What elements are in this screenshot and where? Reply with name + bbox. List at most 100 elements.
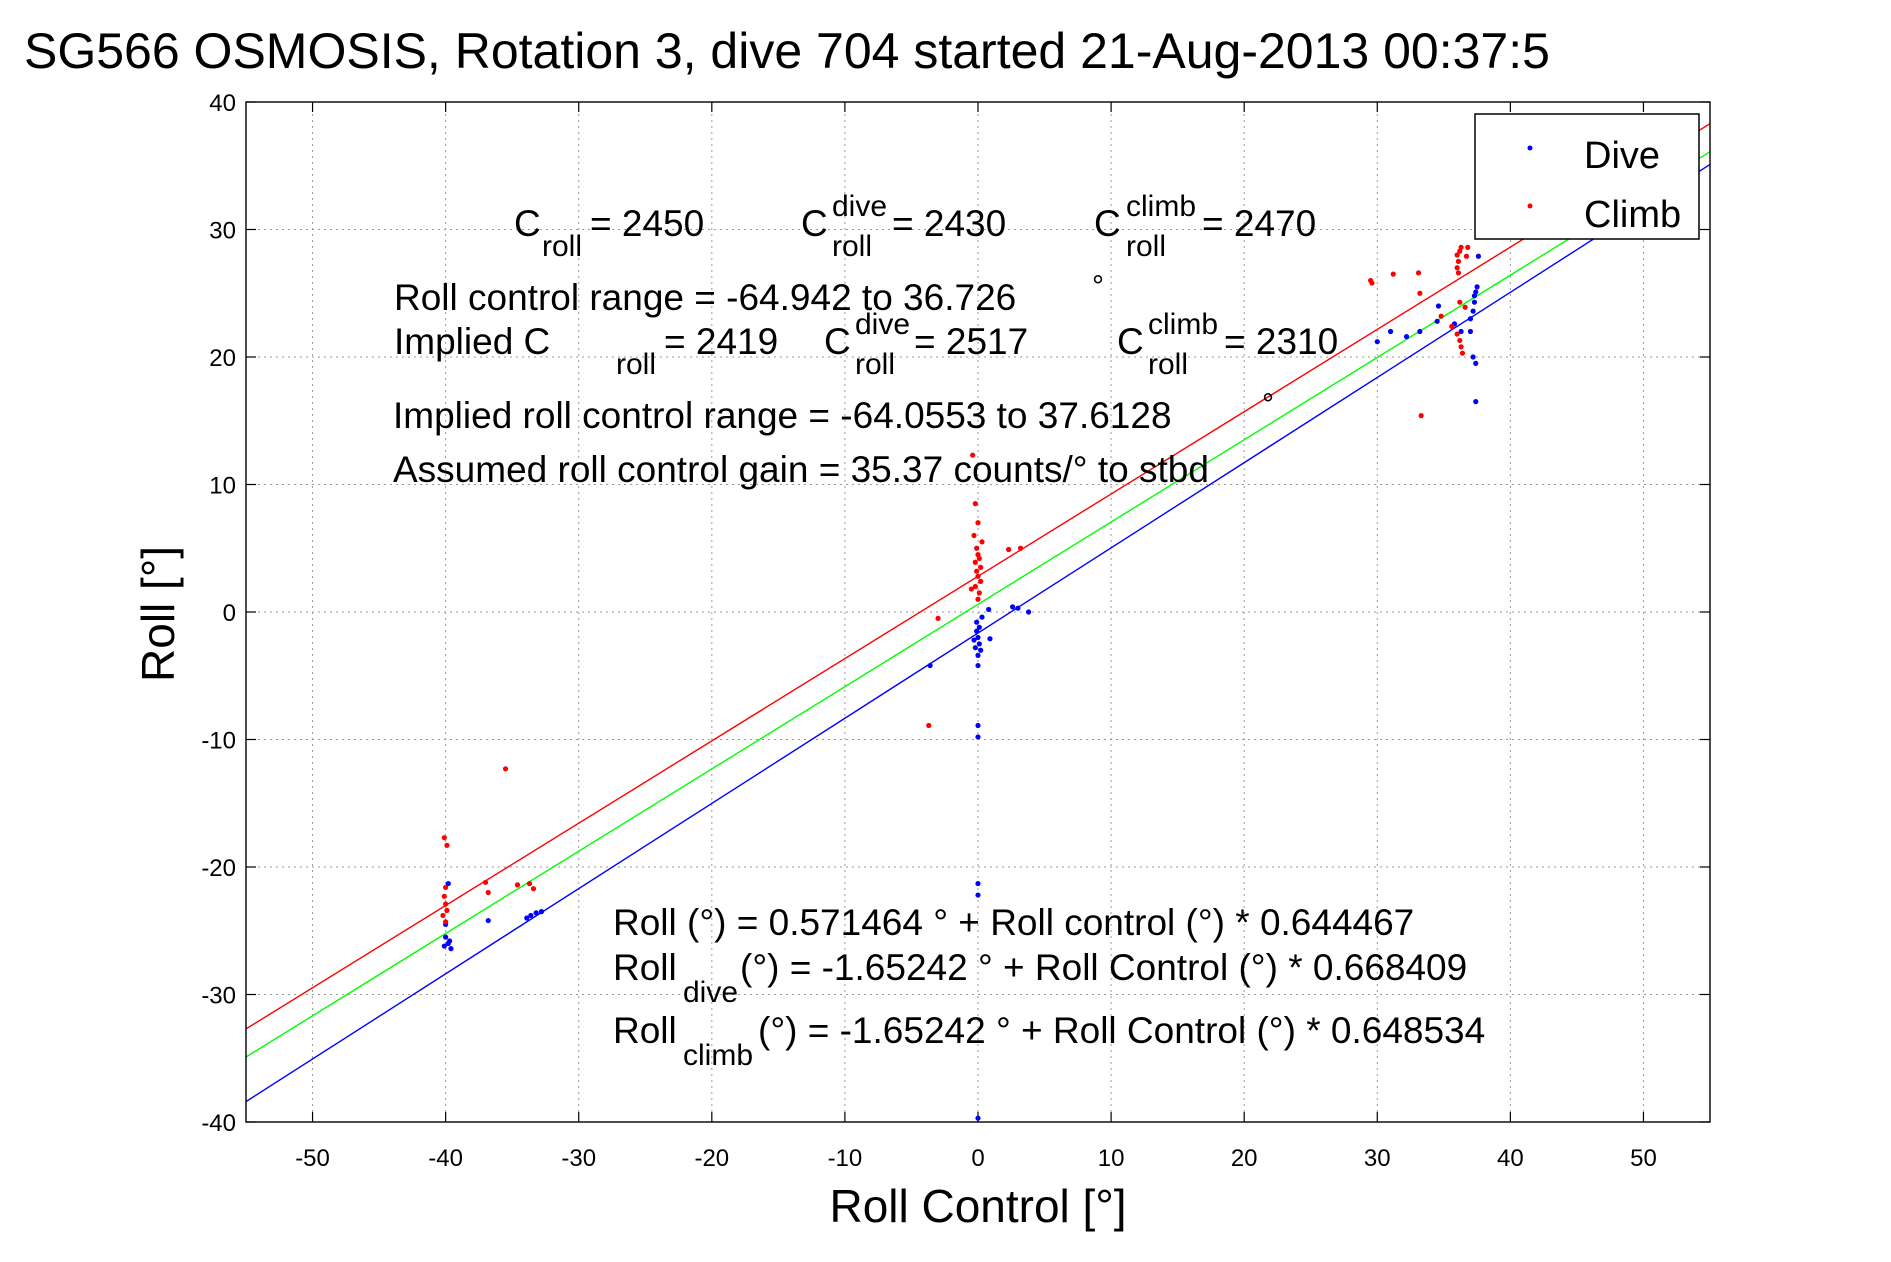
fit-equation-climb-lhs: Roll	[613, 1010, 677, 1051]
legend-marker-dive	[1527, 145, 1533, 151]
plot-content	[246, 123, 1710, 1121]
climb-point	[1465, 244, 1471, 250]
dive-point	[1470, 354, 1476, 360]
c-dive-sup: dive	[832, 190, 887, 223]
c-climb-value: = 2470	[1202, 203, 1316, 244]
y-tick-label: 0	[223, 600, 236, 627]
climb-point	[1463, 253, 1470, 259]
dive-point	[441, 943, 447, 949]
dive-point	[485, 917, 491, 924]
climb-point	[444, 842, 450, 848]
fit-equation-dive-sub: dive	[683, 976, 738, 1009]
dive-point	[533, 910, 539, 916]
y-axis-label: Roll [°]	[132, 546, 184, 682]
legend-marker-climb	[1527, 203, 1533, 209]
implied-c-dive-symbol: C	[824, 321, 851, 362]
dive-point	[1435, 303, 1442, 309]
climb-point	[444, 907, 450, 913]
implied-c-climb-symbol: C	[1117, 321, 1144, 362]
plot-frame	[245, 101, 1711, 1123]
implied-c-dive-sub: roll	[855, 348, 895, 381]
fit-equation-all: Roll (°) = 0.571464 ° + Roll control (°)…	[613, 902, 1414, 943]
climb-point	[1006, 546, 1012, 553]
climb-point	[968, 586, 974, 592]
x-tick-label: 40	[1497, 1145, 1524, 1172]
dive-point	[974, 628, 980, 634]
dive-point	[448, 946, 454, 952]
legend-label-dive: Dive	[1584, 135, 1660, 177]
implied-c-climb-sup: climb	[1148, 308, 1218, 341]
climb-point	[970, 452, 976, 458]
climb-point	[1438, 313, 1444, 319]
climb-point	[972, 559, 978, 565]
assumed-gain: Assumed roll control gain = 35.37 counts…	[393, 449, 1209, 490]
legend: Dive Climb	[1474, 113, 1700, 240]
climb-point	[976, 555, 982, 562]
climb-point	[1457, 299, 1463, 305]
climb-point	[440, 912, 446, 919]
dive-point	[987, 636, 993, 642]
dive-point	[1474, 284, 1480, 290]
dive-point	[975, 722, 981, 729]
dive-point	[975, 880, 981, 887]
climb-point	[974, 568, 980, 574]
dive-point	[986, 606, 992, 613]
climb-point	[972, 583, 978, 590]
y-tick-label: -20	[201, 855, 236, 882]
dive-point	[927, 662, 933, 669]
climb-point	[926, 722, 932, 729]
x-tick-label: -30	[561, 1145, 596, 1172]
dive-point	[1473, 289, 1479, 295]
dive-point	[1458, 328, 1464, 335]
fit-equation-climb-rhs: (°) = -1.65242 ° + Roll Control (°) * 0.…	[758, 1010, 1485, 1051]
fit-line	[246, 151, 1710, 1058]
climb-point	[1017, 545, 1024, 551]
dive-point	[1434, 318, 1440, 324]
c-climb-sub: roll	[1126, 230, 1166, 263]
implied-c-roll-sub: roll	[616, 348, 656, 381]
climb-point	[443, 901, 449, 907]
climb-point	[1415, 270, 1422, 276]
climb-point	[1458, 244, 1464, 250]
y-tick-label: 10	[209, 473, 236, 500]
dive-point	[1467, 316, 1474, 322]
implied-roll-control-range: Implied roll control range = -64.0553 to…	[393, 395, 1172, 436]
dive-point	[528, 912, 534, 919]
climb-point	[530, 886, 537, 892]
x-tick-label: -50	[295, 1145, 330, 1172]
dive-point	[1387, 328, 1394, 335]
chart-title: SG566 OSMOSIS, Rotation 3, dive 704 star…	[24, 23, 1550, 79]
climb-point	[975, 520, 981, 526]
climb-point	[1462, 304, 1468, 310]
dive-point	[1417, 328, 1423, 335]
implied-c-climb-value: = 2310	[1224, 321, 1338, 362]
c-climb-sup: climb	[1126, 190, 1196, 223]
climb-point	[1454, 252, 1460, 258]
climb-point	[1449, 323, 1455, 329]
dive-point	[974, 619, 980, 625]
legend-label-climb: Climb	[1584, 194, 1681, 236]
climb-point	[443, 884, 449, 891]
dive-point	[975, 652, 981, 658]
climb-point	[935, 615, 941, 621]
climb-point	[502, 766, 509, 772]
dive-point	[978, 647, 984, 653]
climb-point	[1454, 265, 1460, 271]
c-dive-sub: roll	[832, 230, 872, 263]
dive-point	[1467, 328, 1474, 335]
climb-point	[441, 893, 447, 899]
dive-point	[1374, 339, 1380, 345]
x-tick-label: 20	[1231, 1145, 1258, 1172]
climb-point	[485, 889, 491, 896]
dive-point	[1475, 253, 1482, 259]
climb-point	[978, 578, 984, 585]
climb-point	[526, 880, 533, 887]
dive-point	[975, 662, 981, 669]
implied-c-roll-prefix: Implied C	[394, 321, 550, 362]
dive-point	[1015, 605, 1021, 611]
climb-point	[1455, 270, 1462, 276]
climb-point	[1457, 337, 1463, 344]
x-tick-label: 50	[1630, 1145, 1657, 1172]
y-tick-label: 40	[209, 90, 236, 117]
